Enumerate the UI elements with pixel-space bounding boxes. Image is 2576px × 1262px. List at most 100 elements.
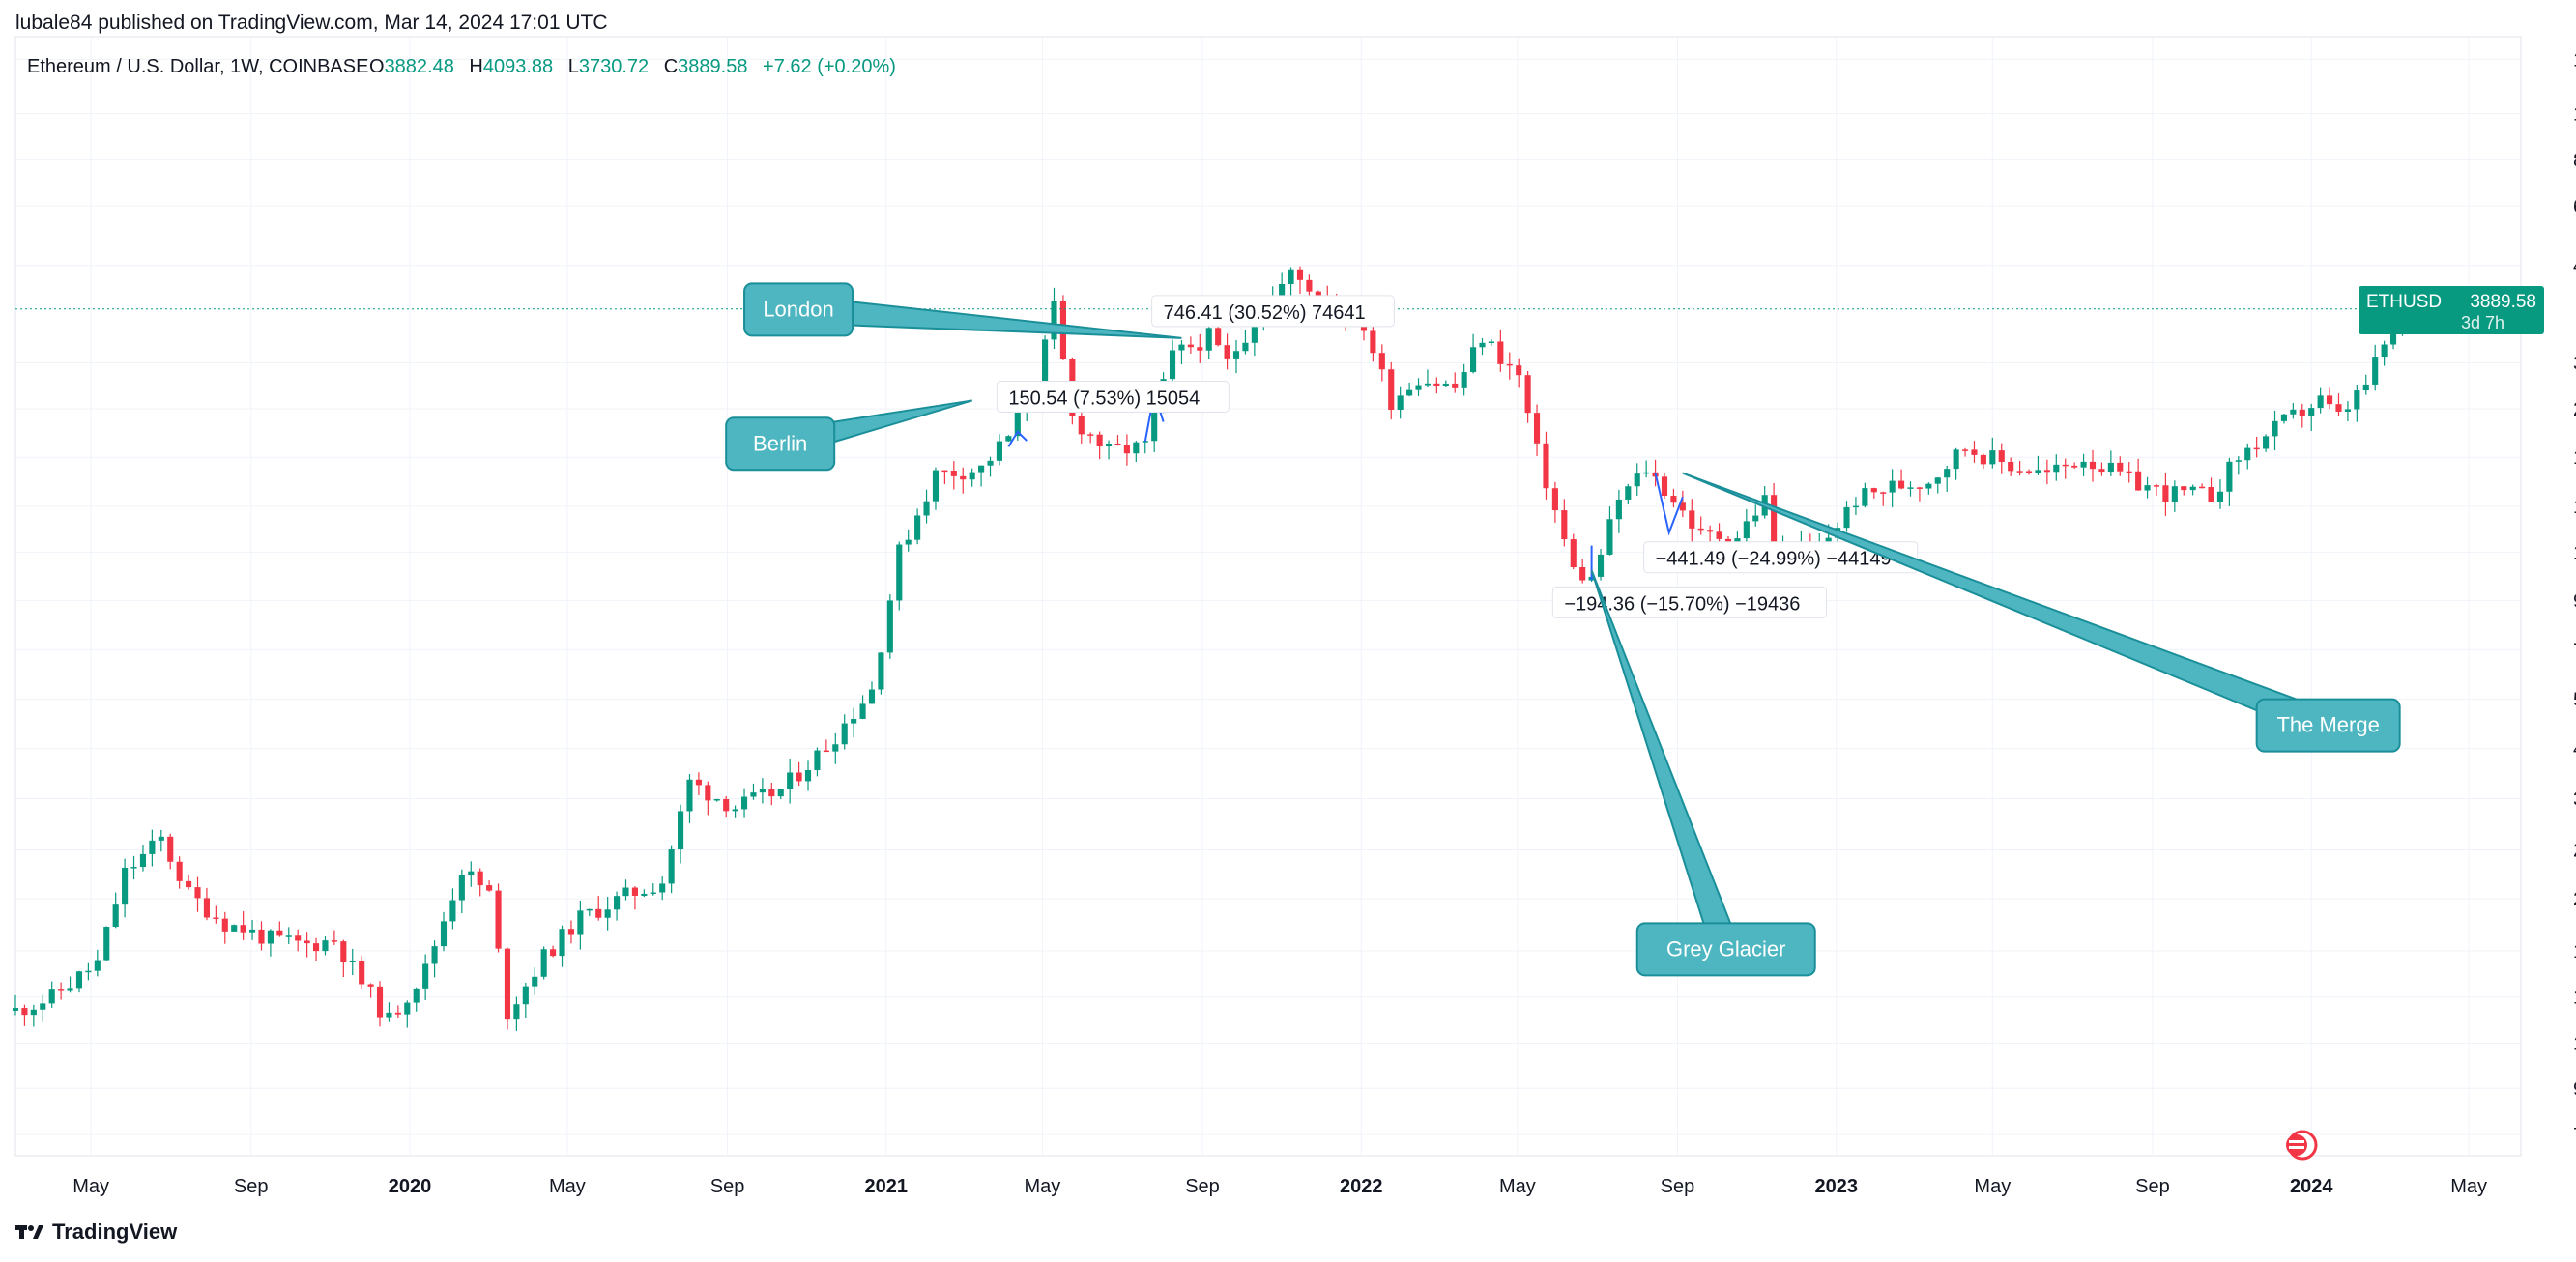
candle-body [1998, 450, 2005, 463]
candle-body [449, 900, 456, 922]
candle-body [1697, 528, 1704, 531]
candle-body [513, 1004, 520, 1020]
candle-body [969, 472, 975, 480]
candle-body [1051, 301, 1057, 340]
callout-box[interactable] [1635, 922, 1816, 977]
measure-label: 150.54 (7.53%) 15054 [1008, 387, 1200, 409]
legend-open-value: 3882.48 [385, 56, 454, 77]
candle-body [1661, 476, 1668, 497]
candle-body [1944, 469, 1951, 478]
candle-body [149, 840, 156, 854]
candle-body [304, 940, 310, 944]
candle-body [851, 718, 857, 724]
candle-body [139, 853, 147, 868]
candle-body [1752, 515, 1759, 522]
candle-body [394, 1012, 401, 1015]
callout-box[interactable] [2255, 698, 2401, 753]
candle-body [30, 1009, 37, 1016]
candle-body [12, 1008, 19, 1011]
price-tag-box [2359, 286, 2544, 334]
candle-body [359, 961, 365, 985]
candle-body [1242, 342, 1249, 352]
candle-body [2089, 461, 2097, 470]
candle-body [723, 798, 730, 812]
y-tick-label: 1900.00 [2573, 447, 2576, 469]
candle-body [1743, 521, 1750, 539]
candle-body [1014, 412, 1021, 437]
candle-body [1251, 325, 1258, 343]
candle-body [814, 750, 821, 770]
measure-label-box [1551, 586, 1828, 618]
candle-body [486, 885, 493, 891]
candle-body [1296, 269, 1304, 280]
candle-body [2226, 461, 2233, 492]
candle-body [85, 970, 92, 973]
candle-body [2025, 471, 2033, 473]
candle-body [1461, 372, 1467, 388]
price-tag-price: 3889.58 [2470, 292, 2536, 312]
y-tick-label: 2400.00 [2573, 399, 2576, 420]
candle-body [1087, 434, 1094, 436]
y-tick-label: 465.00 [2573, 739, 2576, 760]
tradingview-logo-icon [15, 1225, 43, 1239]
candle-body [2235, 460, 2242, 462]
candle-body [440, 921, 448, 947]
callout-box[interactable] [743, 282, 854, 337]
x-tick-label: 2023 [1814, 1176, 1858, 1197]
y-tick-label: 90.00 [2573, 1078, 2576, 1100]
price-tag: ETHUSD 3889.58 3d 7h [2359, 286, 2544, 334]
candle-body [1716, 531, 1722, 539]
y-tick-label: 285.00 [2573, 840, 2576, 861]
candle-body [2035, 470, 2041, 473]
flag-icon[interactable] [2286, 1130, 2318, 1161]
candle-body [567, 929, 575, 935]
candle-body [1378, 353, 1385, 370]
candle-body [1989, 450, 1996, 465]
candle-body [550, 949, 557, 957]
candle-body [1205, 328, 1212, 351]
legend-high-label: H [469, 56, 482, 77]
legend-symbol: Ethereum / U.S. Dollar, 1W, COINBASE [27, 56, 368, 77]
candle-body [978, 465, 985, 473]
callout-box[interactable] [725, 416, 836, 472]
candle-body [1643, 472, 1650, 474]
candle-body [886, 600, 893, 653]
candle-body [21, 1008, 28, 1016]
y-tick-label: 112.00 [2573, 1033, 2576, 1054]
candle-body [1406, 389, 1413, 396]
candle-body [248, 929, 256, 933]
candle-body [1606, 519, 1613, 555]
candle-body [1597, 554, 1605, 577]
candle-body [1133, 442, 1140, 454]
candle-body [194, 887, 201, 899]
candle-body [48, 989, 55, 1004]
candle-body [2189, 486, 2196, 491]
candle-body [186, 880, 192, 888]
candle-body [312, 943, 320, 952]
candle-body [713, 798, 720, 801]
x-tick-label: 2024 [2290, 1176, 2333, 1197]
candle-body [1734, 538, 1741, 544]
candle-body [2272, 420, 2278, 437]
candle-body [1506, 363, 1513, 366]
candle-body [622, 887, 629, 897]
legend-close-value: 3889.58 [678, 56, 747, 77]
y-tick-label: 1500.00 [2573, 497, 2576, 518]
candle-body [1634, 473, 1640, 487]
candle-body [176, 861, 183, 881]
candle-body [1497, 341, 1504, 364]
candle-body [896, 544, 903, 601]
candle-body [1843, 506, 1850, 529]
candle-body [75, 971, 83, 989]
candle-body [58, 989, 65, 991]
candle-body [796, 772, 802, 782]
candle-body [1197, 347, 1203, 351]
measure-label-box [1151, 295, 1395, 328]
candle-body [1524, 375, 1531, 414]
measure-label-box [996, 380, 1230, 413]
candle-body [1224, 345, 1230, 359]
candle-body [532, 976, 538, 987]
candle-body [695, 779, 702, 786]
candle-body [923, 501, 930, 516]
